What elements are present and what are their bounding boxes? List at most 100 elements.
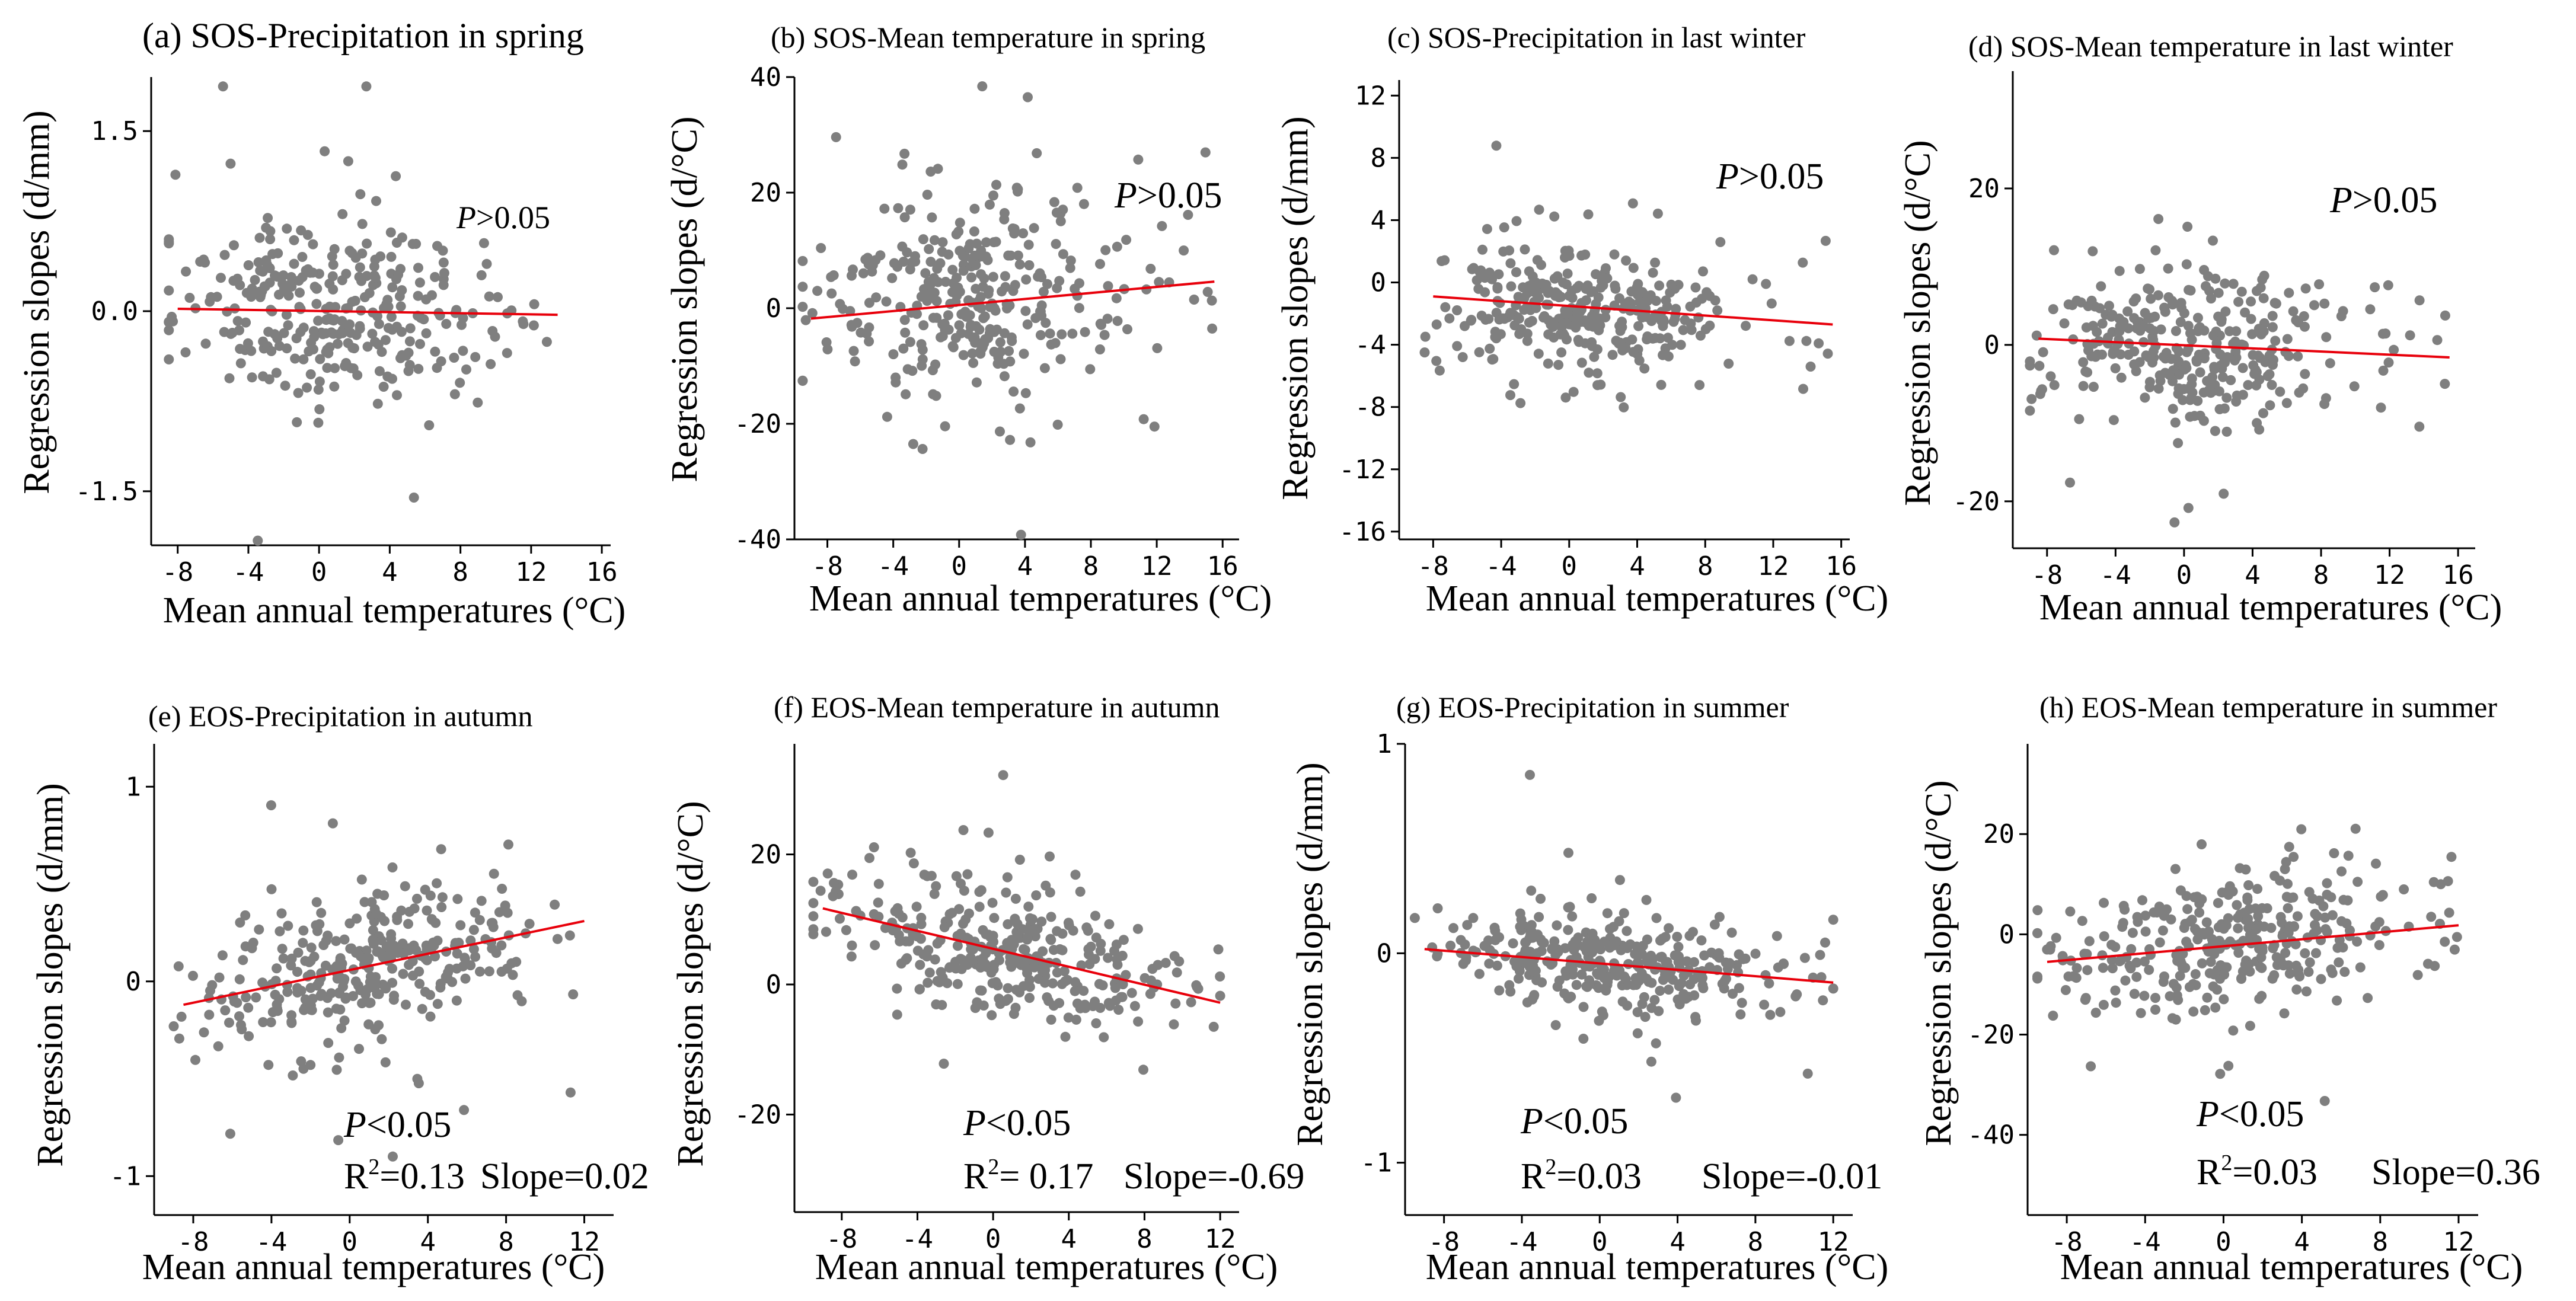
y-tick-label: -8	[1355, 392, 1386, 423]
panel-a: (a) SOS-Precipitation in spring -8 -4 0 4 8 1…	[17, 16, 625, 631]
scatter-point	[1505, 390, 1515, 401]
scatter-point	[963, 243, 974, 254]
scatter-point	[1805, 362, 1816, 372]
scatter-point	[481, 258, 492, 269]
scatter-point	[489, 868, 499, 879]
scatter-point	[365, 977, 376, 987]
scatter-point	[334, 987, 344, 998]
scatter-point	[2243, 380, 2253, 391]
scatter-point	[304, 346, 314, 357]
scatter-point	[2144, 382, 2155, 392]
scatter-point	[1461, 952, 1471, 963]
scatter-point	[1537, 977, 1547, 987]
scatter-point	[2405, 330, 2415, 341]
scatter-point	[389, 990, 400, 1001]
scatter-point	[286, 953, 297, 964]
scatter-point	[929, 888, 940, 899]
scatter-point	[421, 294, 432, 305]
scatter-point	[2197, 839, 2207, 849]
scatter-point	[890, 372, 901, 383]
scatter-point	[1571, 980, 1582, 990]
scatter-point	[1010, 1002, 1021, 1013]
scatter-point	[1063, 1012, 1074, 1023]
scatter-point	[985, 302, 995, 312]
scatter-point	[1524, 961, 1535, 972]
scatter-point	[2232, 900, 2242, 910]
scatter-point	[1103, 998, 1114, 1008]
scatter-point	[831, 132, 841, 142]
scatter-point	[1563, 925, 1573, 935]
scatter-point	[323, 931, 333, 941]
panel-e-p-value: P<0.05	[343, 1105, 451, 1145]
scatter-point	[2172, 990, 2182, 1000]
scatter-point	[376, 1034, 387, 1044]
scatter-point	[2183, 503, 2194, 513]
scatter-point	[311, 920, 321, 931]
scatter-point	[1215, 990, 1225, 1001]
scatter-point	[2223, 1060, 2234, 1071]
scatter-point	[1023, 902, 1034, 912]
scatter-point	[1154, 277, 1164, 287]
scatter-point	[1186, 997, 1196, 1008]
scatter-point	[2233, 296, 2244, 307]
y-tick-label: 0	[1371, 268, 1387, 298]
scatter-point	[1104, 919, 1115, 929]
panel-g-r2: R2=0.03	[1521, 1155, 1642, 1197]
scatter-point	[2264, 369, 2275, 379]
scatter-point	[337, 275, 347, 286]
scatter-point	[2144, 964, 2154, 975]
scatter-point	[1038, 286, 1049, 297]
scatter-point	[350, 976, 361, 987]
scatter-point	[2440, 936, 2450, 947]
scatter-point	[2301, 986, 2312, 997]
scatter-point	[2150, 993, 2160, 1003]
scatter-point	[1603, 971, 1614, 982]
scatter-point	[2237, 363, 2248, 373]
scatter-point	[982, 255, 993, 266]
x-tick-label: 0	[311, 557, 327, 587]
scatter-point	[2446, 852, 2457, 862]
scatter-point	[497, 884, 507, 894]
scatter-point	[395, 353, 406, 363]
scatter-point	[1576, 969, 1587, 980]
scatter-point	[2126, 944, 2137, 954]
scatter-point	[436, 844, 446, 855]
scatter-point	[265, 226, 276, 236]
scatter-point	[254, 232, 265, 243]
scatter-point	[281, 309, 292, 320]
scatter-point	[2316, 974, 2326, 984]
scatter-point	[292, 417, 302, 427]
scatter-point	[298, 354, 309, 365]
scatter-point	[381, 299, 392, 309]
scatter-point	[2191, 356, 2202, 367]
x-tick-label: 4	[1061, 1224, 1077, 1254]
x-tick-label: -8	[826, 1224, 857, 1254]
scatter-point	[905, 337, 915, 347]
scatter-point	[1533, 349, 1544, 359]
scatter-point	[1728, 989, 1738, 999]
scatter-point	[829, 878, 839, 888]
scatter-point	[358, 953, 369, 964]
scatter-point	[1063, 918, 1074, 928]
scatter-point	[848, 346, 859, 356]
scatter-point	[2243, 880, 2254, 890]
scatter-point	[2176, 298, 2186, 308]
scatter-point	[1685, 301, 1696, 312]
scatter-point	[1085, 364, 1096, 375]
scatter-point	[1675, 340, 1686, 350]
regression-line	[822, 907, 1221, 1004]
scatter-point	[2171, 982, 2182, 993]
scatter-point	[212, 292, 222, 302]
scatter-point	[1431, 319, 1442, 330]
scatter-point	[1002, 872, 1013, 883]
scatter-point	[1747, 274, 1758, 285]
scatter-point	[370, 337, 380, 347]
scatter-point	[408, 970, 418, 981]
scatter-point	[392, 915, 403, 925]
scatter-point	[955, 218, 965, 228]
scatter-point	[387, 862, 398, 872]
scatter-point	[1822, 349, 1833, 359]
scatter-point	[2210, 273, 2221, 284]
scatter-point	[1632, 1007, 1643, 1018]
